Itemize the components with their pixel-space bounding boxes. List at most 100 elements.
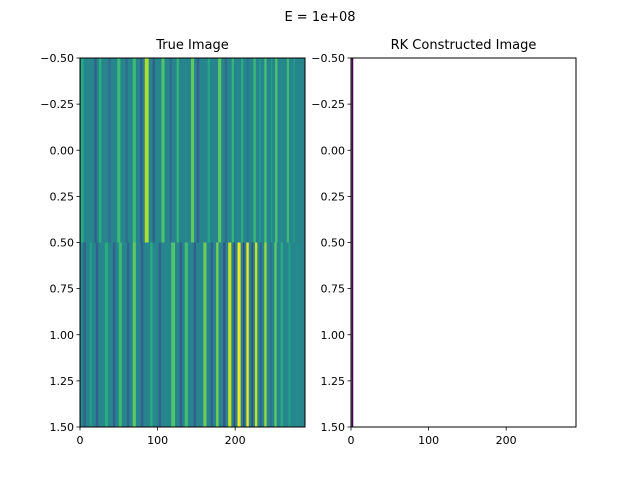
true-image-ytick-label-5: 0.75: [50, 283, 75, 296]
true-image-row-0-stripe-19: [240, 58, 244, 243]
true-image-row-0-stripe-5: [125, 58, 128, 243]
true-image-row-1-stripe-13: [184, 242, 188, 427]
true-image-ytick-label-0: −0.50: [40, 52, 74, 65]
true-image-row-1-stripe-25: [254, 242, 258, 427]
true-image-row-1-stripe-1: [89, 242, 93, 427]
true-image-row-0-stripe-21: [253, 58, 256, 243]
rk-image-vertical-line: [351, 58, 354, 427]
true-image-row-1-stripe-26: [260, 242, 262, 427]
true-image-row-1-stripe-12: [179, 242, 183, 427]
true-image-row-0-stripe-17: [224, 58, 228, 243]
true-image-ytick-label-3: 0.25: [50, 190, 75, 203]
true-image-row-1-stripe-15: [203, 242, 207, 427]
true-image-row-1-stripe-5: [118, 242, 122, 427]
true-image-row-1-stripe-0: [83, 242, 86, 427]
rk-image-xtick-label-0: 0: [348, 434, 355, 447]
true-image-row-0-stripe-26: [280, 58, 283, 243]
rk-image-background: [351, 58, 576, 427]
rk-image-ytick-label-7: 1.25: [321, 375, 346, 388]
true-image-row-0-stripe-28: [293, 58, 295, 243]
true-image-row-1-stripe-7: [132, 242, 136, 427]
true-image-row-0-stripe-8: [144, 58, 149, 243]
rk-image-heatmap: [351, 58, 576, 427]
true-image-row-1-stripe-27: [264, 242, 267, 427]
true-image-xtick-label-0: 0: [77, 434, 84, 447]
rk-image-ytick-label-2: 0.00: [321, 144, 346, 157]
true-image-row-1-stripe-4: [112, 242, 116, 427]
true-image-row-1-stripe-19: [228, 242, 232, 427]
true-image-row-1-stripe-30: [280, 242, 283, 427]
true-image-row-1-stripe-2: [95, 242, 99, 427]
true-image-row-1-stripe-8: [140, 242, 144, 427]
rk-image-xtick-label-2: 200: [496, 434, 517, 447]
true-image-x-axis: 0 100 200: [77, 427, 246, 447]
true-image-row-1-stripe-6: [126, 242, 130, 427]
rk-image-ytick-label-8: 1.50: [321, 421, 346, 434]
rk-image-ytick-label-5: 0.75: [321, 283, 346, 296]
rk-image-x-axis: 0 100 200: [348, 427, 517, 447]
true-image-row-0-stripe-11: [169, 58, 172, 243]
true-image-row-0-stripe-4: [117, 58, 121, 243]
true-image-row-1-stripe-16: [210, 242, 214, 427]
true-image-row-0-stripe-16: [218, 58, 222, 243]
true-image-row-1-stripe-32: [296, 242, 299, 427]
rk-image-xtick-label-1: 100: [418, 434, 439, 447]
true-image-ytick-label-1: −0.25: [40, 98, 74, 111]
true-image-row-0-stripe-2: [99, 58, 102, 243]
true-image-ytick-label-6: 1.00: [50, 329, 75, 342]
true-image-row-0-stripe-10: [161, 58, 165, 243]
true-image-row-1-stripe-3: [104, 242, 108, 427]
true-image-row-1-stripe-18: [223, 242, 226, 427]
true-image-row-1-stripe-21: [237, 242, 241, 427]
true-image-row-0-stripe-13: [190, 58, 195, 243]
rk-image-ytick-label-6: 1.00: [321, 329, 346, 342]
true-image-row-0-stripe-9: [152, 58, 155, 243]
true-image-row-0-stripe-29: [298, 58, 301, 243]
true-image-row-1-stripe-17: [216, 242, 219, 427]
true-image-xtick-label-2: 200: [225, 434, 246, 447]
true-image-ytick-label-4: 0.50: [50, 237, 75, 250]
true-image-row-1-stripe-23: [246, 242, 249, 427]
true-image-row-1-stripe-28: [270, 242, 272, 427]
true-image-row-1-stripe-10: [158, 242, 162, 427]
true-image-row-1-stripe-20: [233, 242, 236, 427]
true-image-xtick-label-1: 100: [147, 434, 168, 447]
rk-image-ytick-label-4: 0.50: [321, 237, 346, 250]
true-image-row-1-stripe-14: [193, 242, 196, 427]
true-image-row-0-stripe-24: [270, 58, 273, 243]
true-image-row-1-stripe-24: [251, 242, 254, 427]
true-image-row-1-stripe-11: [171, 242, 176, 427]
true-image-ytick-label-2: 0.00: [50, 144, 75, 157]
true-image-row-0-stripe-20: [246, 58, 249, 243]
true-image-row-1-stripe-31: [288, 242, 291, 427]
true-image-row-1-background: [80, 242, 305, 427]
rk-image-panel: RK Constructed Image −0.50 −0.25 0.00 0.25 0…: [311, 38, 577, 447]
true-image-row-0-stripe-23: [264, 58, 267, 243]
true-image-row-1-stripe-9: [150, 242, 153, 427]
true-image-row-0-stripe-3: [108, 58, 111, 243]
true-image-row-0-stripe-12: [176, 58, 179, 243]
true-image-row-0-stripe-1: [94, 58, 97, 243]
true-image-title: True Image: [155, 38, 228, 53]
true-image-row-0-stripe-7: [140, 58, 143, 243]
rk-image-y-axis: −0.50 −0.25 0.00 0.25 0.50 0.75 1.00 1.25 1.50: [311, 52, 351, 434]
true-image-panel: True Image −0.50 −0.25 0.00 0.25 0.50 0.75 1.0…: [40, 38, 306, 447]
true-image-ytick-label-8: 1.50: [50, 421, 75, 434]
true-image-row-0-stripe-15: [207, 58, 210, 243]
figure-suptitle: E = 1e+08: [284, 10, 355, 25]
rk-image-ytick-label-1: −0.25: [311, 98, 345, 111]
true-image-row-0-stripe-6: [132, 58, 136, 243]
true-image-y-axis: −0.50 −0.25 0.00 0.25 0.50 0.75 1.00 1.25 1.50: [40, 52, 80, 434]
true-image-row-0-stripe-18: [231, 58, 235, 243]
rk-image-ytick-label-3: 0.25: [321, 190, 346, 203]
rk-image-title: RK Constructed Image: [391, 38, 537, 53]
true-image-row-0-stripe-0: [81, 58, 84, 243]
true-image-row-0-stripe-14: [196, 58, 200, 243]
true-image-row-0-stripe-22: [259, 58, 261, 243]
true-image-row-1-stripe-22: [242, 242, 245, 427]
rk-image-ytick-label-0: −0.50: [311, 52, 345, 65]
true-image-ytick-label-7: 1.25: [50, 375, 75, 388]
true-image-row-0-stripe-25: [275, 58, 278, 243]
true-image-row-1-stripe-29: [274, 242, 277, 427]
